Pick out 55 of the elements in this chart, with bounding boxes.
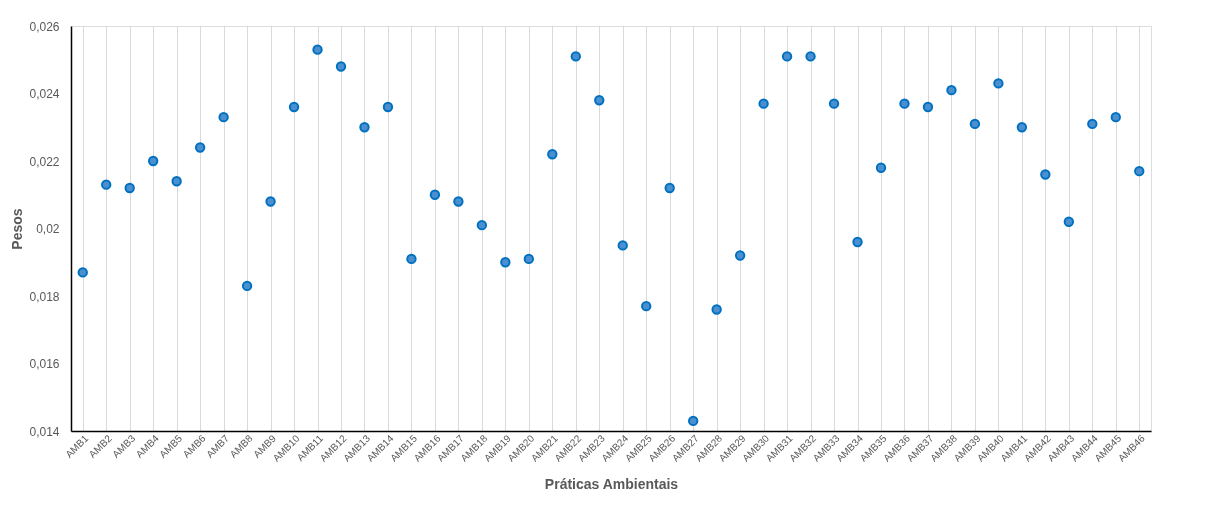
point (124, 182, 135, 194)
point (805, 51, 816, 62)
point (1110, 111, 1121, 123)
point (265, 196, 276, 207)
point (828, 98, 840, 109)
point (875, 162, 887, 173)
point (993, 78, 1004, 89)
point (946, 84, 957, 96)
y-tick-label: 0,014 (29, 424, 60, 439)
point (594, 95, 605, 106)
point (1016, 122, 1028, 133)
point (664, 182, 675, 194)
point (382, 101, 394, 113)
point (218, 111, 229, 123)
y-tick-label: 0,022 (29, 154, 60, 169)
point (406, 253, 417, 265)
point (1134, 165, 1145, 177)
point (101, 179, 112, 190)
point (147, 155, 159, 167)
point (194, 142, 206, 153)
point (1063, 216, 1075, 227)
point (1087, 118, 1098, 130)
point (852, 236, 863, 248)
point (969, 118, 981, 130)
point (453, 196, 464, 207)
point (641, 300, 652, 312)
point (77, 267, 88, 278)
y-tick-label: 0,026 (29, 19, 60, 34)
point (476, 219, 488, 231)
point (523, 253, 535, 265)
point (758, 98, 769, 109)
point (171, 176, 182, 187)
point (429, 189, 441, 200)
point (617, 240, 628, 251)
point (359, 122, 370, 133)
point (547, 149, 558, 160)
point (288, 101, 300, 113)
point (335, 61, 347, 72)
point (922, 101, 934, 113)
y-axis-title: Pesos (9, 208, 26, 250)
point (687, 415, 699, 427)
point (781, 51, 793, 62)
y-tick-label: 0,016 (29, 357, 60, 371)
point (570, 51, 581, 62)
point (711, 304, 722, 315)
y-tick-label: 0,02 (36, 222, 60, 236)
x-axis-title: Práticas Ambientais (544, 475, 679, 492)
y-tick-label: 0,018 (29, 289, 60, 304)
point (312, 44, 323, 55)
point (500, 257, 511, 268)
point (1040, 169, 1051, 180)
point (241, 280, 253, 292)
point (734, 250, 746, 261)
y-tick-label: 0,024 (29, 87, 60, 101)
point (899, 98, 910, 109)
